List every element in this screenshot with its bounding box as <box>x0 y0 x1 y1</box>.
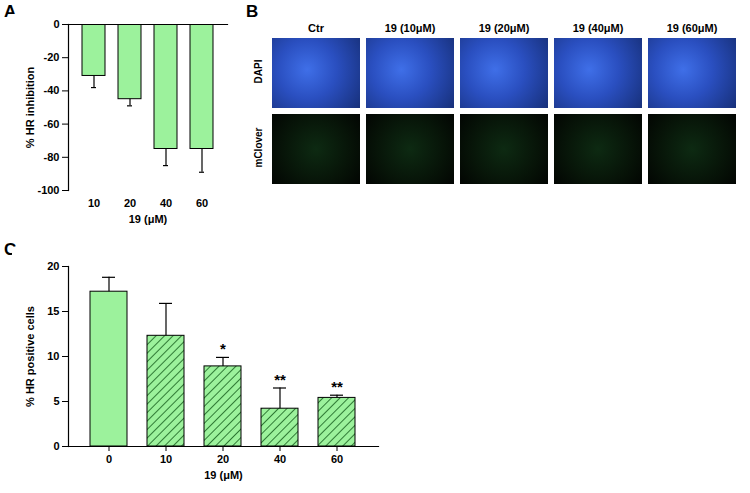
svg-text:40: 40 <box>160 197 172 209</box>
html-text:mClover: mClover <box>252 127 264 168</box>
html-text:A: A <box>4 2 17 21</box>
svg-text:-60: -60 <box>44 118 60 130</box>
svg-text:20: 20 <box>217 453 229 465</box>
svg-text:15: 15 <box>47 305 59 317</box>
svg-text:-80: -80 <box>44 151 60 163</box>
svg-text:20: 20 <box>124 197 136 209</box>
svg-text:40: 40 <box>274 453 286 465</box>
html-text:B: B <box>246 2 259 21</box>
svg-text:% HR positive cells: % HR positive cells <box>24 306 36 407</box>
html-text:Ctr: Ctr <box>308 22 324 34</box>
svg-text:10: 10 <box>88 197 100 209</box>
html-text:DAPI: DAPI <box>252 59 264 84</box>
html-text:19 (20μM): 19 (20μM) <box>478 22 530 34</box>
svg-text:0: 0 <box>53 18 59 30</box>
svg-text:10: 10 <box>47 350 59 362</box>
svg-text:60: 60 <box>331 453 343 465</box>
svg-text:*: * <box>220 340 226 357</box>
svg-text:-40: -40 <box>44 84 60 96</box>
svg-text:60: 60 <box>196 197 208 209</box>
html-text:19 (60μM): 19 (60μM) <box>666 22 718 34</box>
svg-text:% HR inhibition: % HR inhibition <box>24 67 36 149</box>
svg-text:**: ** <box>331 378 343 395</box>
html-text:19 (40μM): 19 (40μM) <box>572 22 624 34</box>
svg-text:**: ** <box>274 371 286 388</box>
svg-text:0: 0 <box>106 453 112 465</box>
svg-text:19 (μM): 19 (μM) <box>204 469 243 481</box>
svg-text:-100: -100 <box>37 184 59 196</box>
svg-text:20: 20 <box>47 260 59 272</box>
svg-text:10: 10 <box>160 453 172 465</box>
svg-text:19 (μM): 19 (μM) <box>129 213 168 225</box>
svg-text:0: 0 <box>53 440 59 452</box>
html-text:C: C <box>4 240 17 259</box>
svg-text:-20: -20 <box>44 51 60 63</box>
svg-text:5: 5 <box>53 395 59 407</box>
html-text:19 (10μM): 19 (10μM) <box>384 22 436 34</box>
